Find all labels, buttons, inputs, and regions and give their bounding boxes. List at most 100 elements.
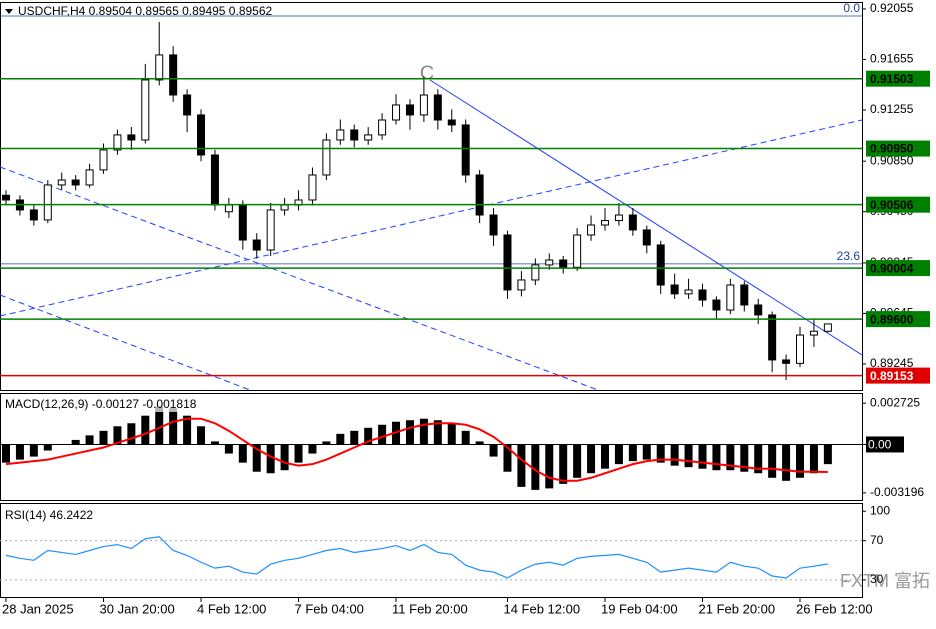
candle-body — [559, 259, 568, 268]
macd-bar — [461, 430, 470, 445]
watermark: FXTM 富拓 — [840, 571, 930, 591]
macd-bar — [796, 444, 805, 478]
macd-bar — [531, 444, 540, 490]
menu-triangle — [5, 9, 13, 14]
macd-bar — [545, 444, 554, 489]
macd-bar — [85, 435, 94, 445]
candle-body — [155, 54, 164, 81]
candle-body — [197, 114, 206, 156]
candle-body — [169, 54, 178, 96]
candle-body — [531, 264, 540, 281]
macd-bar — [670, 444, 679, 466]
plot-layer: 0.920550.916550.912550.908500.904500.900… — [0, 1, 930, 616]
macd-bar — [57, 444, 66, 445]
macd-bar — [503, 444, 512, 472]
candle-body — [419, 94, 428, 116]
candle-body — [336, 129, 345, 141]
macd-bar — [782, 444, 791, 481]
rsi-line — [5, 536, 828, 579]
candle-body — [489, 214, 498, 236]
macd-bar — [489, 444, 498, 457]
y-tick-box — [866, 436, 904, 453]
level-label: 0.90004 — [870, 261, 914, 275]
macd-bar — [238, 444, 247, 463]
level-label: 0.90950 — [870, 142, 914, 156]
candle-body — [545, 259, 554, 266]
candle-body — [656, 244, 665, 286]
candle-body — [726, 284, 735, 311]
title-bg — [3, 397, 243, 412]
macd-bar — [740, 444, 749, 472]
level-label: 0.90506 — [870, 198, 914, 212]
candle-body — [642, 229, 651, 246]
macd-bar — [447, 423, 456, 445]
macd-bar — [350, 430, 359, 445]
x-tick-label: 26 Feb 12:00 — [796, 601, 873, 616]
fib-label: 0.0 — [843, 1, 860, 15]
y-tick-label: 0.92055 — [870, 1, 914, 15]
macd-bar — [266, 444, 275, 474]
macd-bar — [475, 441, 484, 445]
macd-bar — [280, 444, 289, 471]
y-tick-label: 0.91655 — [870, 52, 914, 66]
y-tick-label: 70 — [870, 533, 884, 547]
x-tick-label: 7 Feb 04:00 — [295, 601, 364, 616]
candle-body — [2, 194, 10, 201]
main-pane-border — [0, 2, 863, 391]
candle-body — [378, 119, 387, 136]
x-tick-label: 14 Feb 12:00 — [503, 601, 580, 616]
macd-bar — [308, 444, 317, 454]
candle-body — [768, 314, 777, 361]
candle-body — [503, 234, 512, 291]
macd-bar — [698, 444, 707, 469]
macd-bar — [573, 444, 582, 478]
candle-body — [405, 104, 414, 116]
fib-label: 23.6 — [837, 249, 861, 263]
level-label-box — [866, 260, 930, 277]
macd-bar — [754, 444, 763, 474]
candle-body — [573, 234, 582, 268]
candle-body — [684, 289, 693, 295]
candle-body — [447, 119, 456, 126]
candle-body — [127, 134, 136, 141]
macd-bar — [809, 444, 818, 474]
macd-bar — [684, 444, 693, 468]
macd-bar — [71, 439, 80, 445]
candle-body — [238, 204, 247, 241]
candle-body — [266, 209, 275, 251]
level-label: 0.89153 — [870, 369, 914, 383]
macd-bar — [99, 430, 108, 445]
candle-body — [712, 299, 721, 311]
pane-title: MACD(12,26,9) -0.00127 -0.001818 — [5, 397, 197, 411]
macd-bar — [224, 444, 233, 454]
macd-bar — [183, 415, 192, 445]
chart-title: USDCHF,H4 0.89504 0.89565 0.89495 0.8956… — [18, 4, 273, 18]
macd-bar — [433, 420, 442, 445]
macd-bar — [322, 441, 331, 445]
y-tick-label: 100 — [870, 503, 890, 517]
macd-bar — [43, 444, 52, 451]
macd-bar — [587, 444, 596, 474]
candle-body — [670, 284, 679, 295]
candle-body — [183, 94, 192, 116]
macd-bar — [419, 418, 428, 445]
candle-body — [71, 179, 80, 186]
level-label: 0.89600 — [870, 312, 914, 326]
candle-body — [517, 279, 526, 291]
level-label-box — [866, 196, 930, 213]
level-label-box — [866, 70, 930, 87]
macd-bar — [642, 444, 651, 460]
macd-bar — [155, 406, 164, 445]
candle-body — [350, 129, 359, 141]
macd-bar — [628, 444, 637, 462]
y-tick-label: 30 — [870, 572, 884, 586]
y-tick-label: 0.91255 — [870, 102, 914, 116]
macd-pane-border — [0, 393, 863, 501]
macd-bar — [336, 433, 345, 445]
candle-body — [614, 214, 623, 222]
macd-bar — [517, 444, 526, 487]
macd-bar — [197, 426, 206, 445]
trendlines — [0, 79, 862, 390]
